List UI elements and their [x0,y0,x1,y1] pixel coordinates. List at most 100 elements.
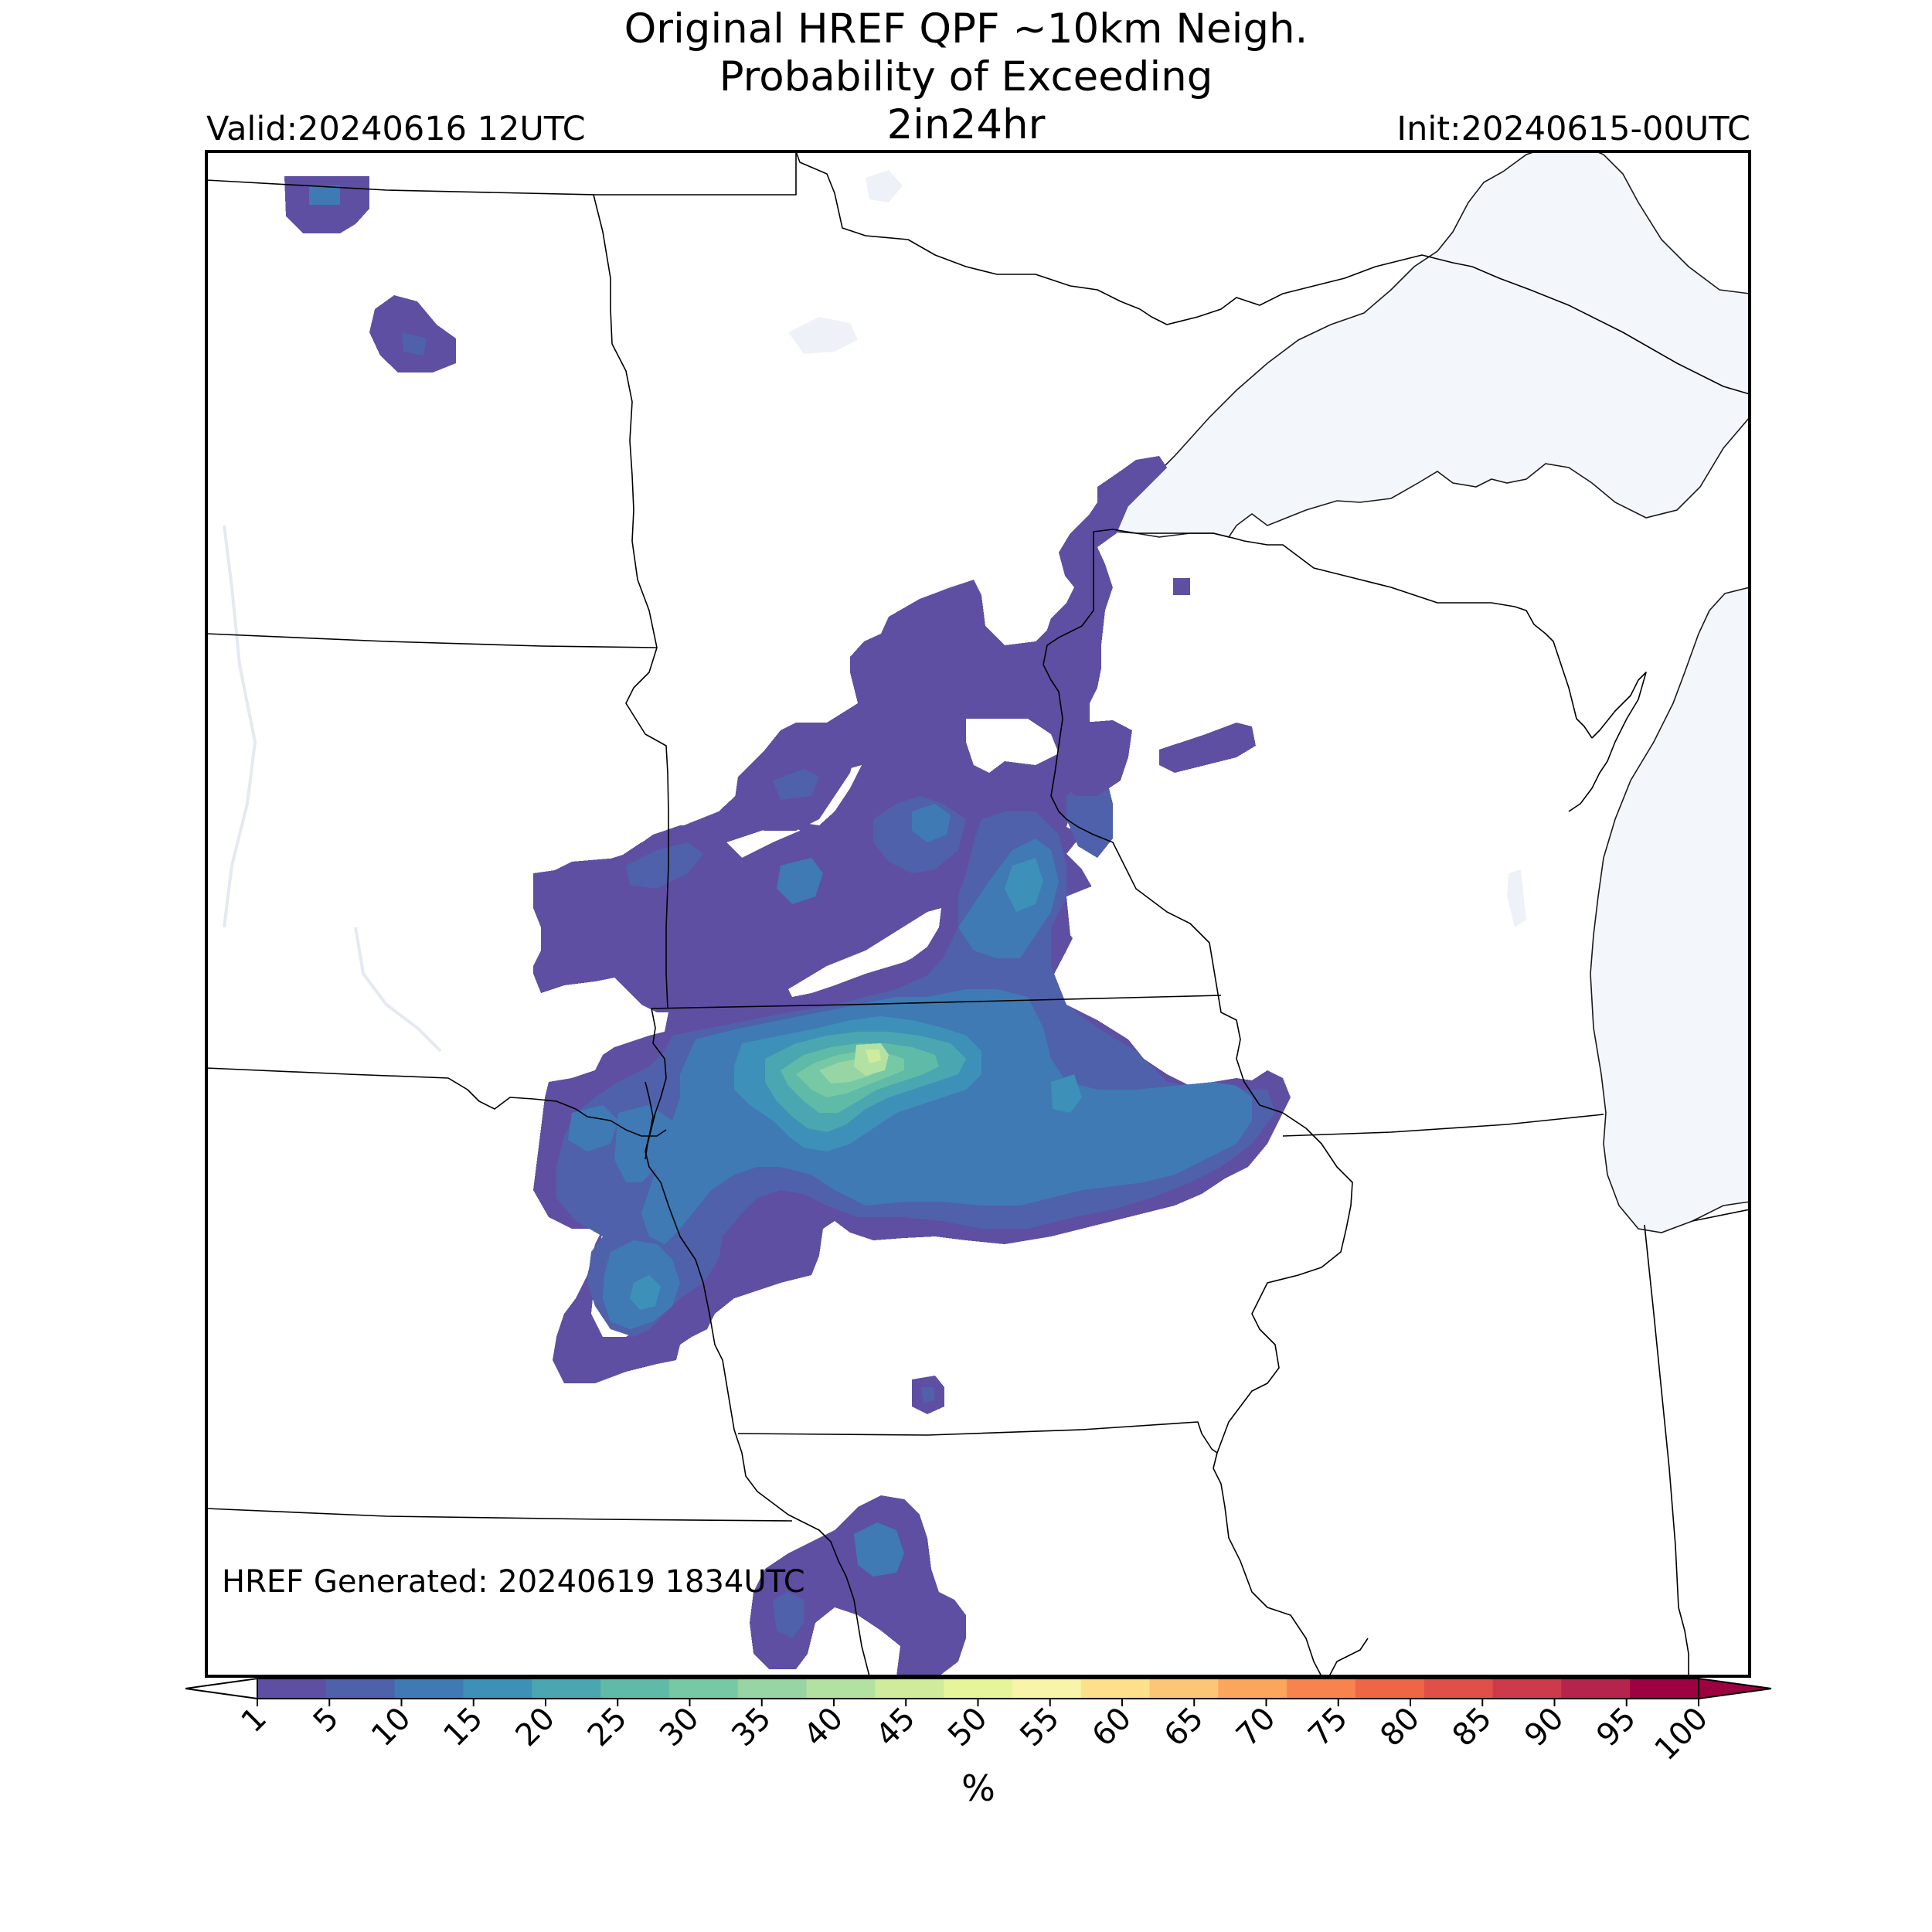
hole-center [788,908,941,997]
colorbar-under-extension [185,1677,258,1700]
hole-north-3 [966,719,1059,773]
colorbar-swatch [1218,1679,1287,1699]
blob-south-core-1 [854,1522,904,1577]
blob-south-core-2 [773,1592,804,1638]
blob-ne-d [1059,720,1132,796]
us-canada-border [206,151,797,196]
nd-sd-boundary [206,633,658,648]
sd-ne-boundary [206,1067,667,1137]
colorbar-tick-label: 30 [653,1701,706,1754]
political-boundaries [206,151,1750,1676]
lake-superior [1111,151,1750,538]
map-title-line-2: Probability of Exceeding [719,53,1213,100]
ia-il-boundary [1213,1112,1353,1676]
blob-far-sw-10 [614,1105,672,1182]
colorbar-swatch [1561,1679,1631,1699]
colorbar-swatch [600,1679,670,1699]
blob-main-45 [866,1049,881,1063]
blob-nd-2 [369,295,456,372]
colorbar-tick-label: 55 [1013,1701,1066,1754]
missouri-river [645,1081,870,1676]
colorbar-tick-label: 50 [941,1701,995,1754]
colorbar-tick-label: 95 [1590,1701,1643,1754]
blob-north-b-core [626,842,703,889]
init-time-label: Init:20240615-00UTC [1396,110,1750,148]
colorbar-tick-label: 25 [581,1701,634,1754]
lake-mi-inland-patch [1507,869,1526,927]
colorbar-tick-label: 65 [1158,1701,1211,1754]
mi-in-boundary [1692,1209,1750,1222]
map-area [206,151,1750,1676]
rivers [223,525,442,1053]
colorbar-swatch [1012,1679,1082,1699]
blob-nd-1-core [309,185,340,205]
colorbar-tick-label: 35 [725,1701,778,1754]
river-missouri [354,927,442,1053]
us-canada-border-mn [795,151,1750,395]
colorbar-swatch [806,1679,876,1699]
colorbar: 1 5 10 15 20 25 30 35 40 45 50 55 60 65 70 75 80 85 90 95 10… [185,1677,1772,1768]
colorbar-swatch [1355,1679,1425,1699]
colorbar-tick-label: 1 [235,1701,274,1740]
blob-sw-15 [630,1275,661,1310]
generated-label: HREF Generated: 20240619 1834UTC [222,1564,805,1600]
colorbar-swatch [1287,1679,1356,1699]
colorbar-swatch [1149,1679,1219,1699]
blob-e-15 [1051,1074,1082,1113]
colorbar-swatch [532,1679,601,1699]
mi-green-bay-shore [1568,672,1647,812]
colorbar-tick-label: 15 [437,1701,490,1754]
mo-il-boundary [1328,1638,1369,1676]
blob-ne-15 [1005,858,1043,912]
colorbar-tick-label: 70 [1230,1701,1283,1754]
nd-mn-boundary [593,194,669,1009]
colorbar-swatch [1423,1679,1494,1699]
colorbar-swatch [1080,1679,1151,1699]
colorbar-tick-label: 85 [1446,1701,1499,1754]
map-frame [205,150,1751,1678]
wi-mi-boundary [1093,529,1593,739]
blob-nd-2-core [402,332,427,355]
lake-winnipegosis-patch [788,317,858,354]
colorbar-tick-label: 75 [1301,1701,1355,1754]
colorbar-tick-label: 90 [1518,1701,1571,1754]
colorbar-swatch [1630,1679,1699,1699]
colorbar-tick-label: 60 [1086,1701,1139,1754]
hole-east [1066,881,1113,951]
blob-ia-small-core [921,1387,935,1403]
map-title-line-1: Original HREF QPF ~10km Neigh. [624,5,1308,53]
colorbar-tick-label: 45 [869,1701,923,1754]
blob-ne-e [1159,723,1256,773]
il-in-boundary [1644,1224,1689,1676]
blob-w-10 [568,1105,618,1151]
wi-il-boundary [1282,1114,1604,1137]
colorbar-tick-label: 100 [1648,1701,1716,1768]
lake-michigan [1590,587,1750,1233]
colorbar-over-extension [1698,1677,1772,1700]
mn-ia-boundary [651,995,1222,1009]
colorbar-tick-label: 40 [798,1701,851,1754]
colorbar-swatch [944,1679,1013,1699]
colorbar-swatch [1492,1679,1562,1699]
blob-wi-small [1173,578,1190,595]
blob-n-10 [912,804,951,842]
colorbar-swatch [737,1679,807,1699]
colorbar-swatch [463,1679,532,1699]
blob-south [750,1495,966,1676]
river-west [223,525,257,928]
colorbar-tick-label: 5 [307,1701,346,1740]
valid-time-label: Valid:20240616 12UTC [206,110,586,148]
mn-wi-boundary [1043,532,1284,1114]
colorbar-swatch [668,1679,739,1699]
red-lake-patch [866,170,903,202]
blob-north-a-core [773,769,819,800]
colorbar-swatch [875,1679,944,1699]
ia-mo-boundary [737,1421,1218,1454]
colorbar-tick-label: 80 [1374,1701,1427,1754]
colorbar-unit-label: % [961,1767,995,1809]
colorbar-swatch [394,1679,464,1699]
map-title-line-3: 2in24hr [886,101,1046,148]
probability-field [284,176,1291,1676]
colorbar-swatch [325,1679,396,1699]
